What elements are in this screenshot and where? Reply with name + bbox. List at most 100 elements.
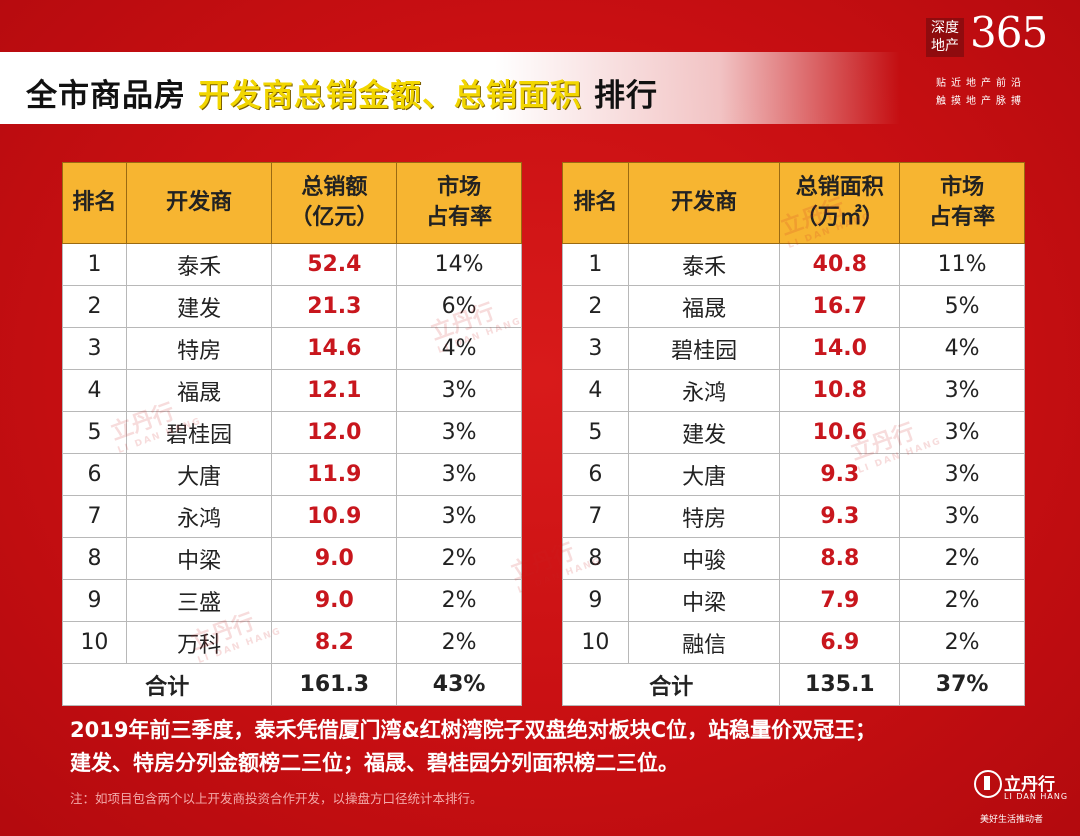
cell-value: 9.0 — [271, 579, 398, 622]
cell-rank: 6 — [62, 453, 127, 496]
brand-mark-icon — [974, 770, 1002, 798]
total-row: 合计 135.1 37% — [561, 663, 1025, 706]
column-header: 排名 — [62, 162, 127, 244]
table-row: 2 福晟 16.7 5% — [562, 285, 1025, 328]
cell-share: 3% — [396, 369, 522, 412]
cell-value: 8.8 — [779, 537, 901, 580]
cell-share: 6% — [396, 285, 522, 328]
summary-text: 2019年前三季度，泰禾凭借厦门湾&红树湾院子双盘绝对板块C位，站稳量价双冠王；… — [70, 714, 876, 780]
cell-rank: 10 — [562, 621, 629, 664]
cell-rank: 3 — [62, 327, 127, 370]
cell-dev: 三盛 — [125, 579, 273, 622]
logo-number: 365 — [970, 8, 1048, 57]
table-row: 6 大唐 9.3 3% — [562, 453, 1025, 496]
cell-rank: 10 — [62, 621, 127, 664]
cell-rank: 3 — [562, 327, 629, 370]
cell-value: 10.8 — [779, 369, 901, 412]
column-header: 开发商 — [125, 162, 273, 244]
logo-box-line2: 地产 — [931, 38, 959, 54]
column-header: 市场 占有率 — [899, 162, 1025, 244]
cell-value: 10.6 — [779, 411, 901, 454]
cell-value: 9.3 — [779, 453, 901, 496]
cell-share: 2% — [396, 537, 522, 580]
cell-value: 12.0 — [271, 411, 398, 454]
cell-dev: 碧桂园 — [627, 327, 781, 370]
cell-rank: 7 — [62, 495, 127, 538]
cell-rank: 5 — [62, 411, 127, 454]
table-row: 4 永鸿 10.8 3% — [562, 369, 1025, 412]
cell-dev: 永鸿 — [125, 495, 273, 538]
table-row: 7 特房 9.3 3% — [562, 495, 1025, 538]
cell-dev: 建发 — [125, 285, 273, 328]
cell-rank: 4 — [62, 369, 127, 412]
cell-share: 3% — [396, 411, 522, 454]
brand-name: 立丹行 — [1004, 775, 1055, 795]
logo-tagline2: 触摸地产脉搏 — [936, 96, 1026, 107]
cell-dev: 泰禾 — [627, 243, 781, 286]
cell-rank: 8 — [62, 537, 127, 580]
cell-rank: 7 — [562, 495, 629, 538]
cell-rank: 1 — [62, 243, 127, 286]
logo-365: 深度 地产 365 贴近地产前沿 触摸地产脉搏 — [926, 8, 1066, 114]
cell-value: 10.9 — [271, 495, 398, 538]
cell-dev: 福晟 — [627, 285, 781, 328]
summary-line2: 建发、特房分列金额榜二三位；福晟、碧桂园分列面积榜二三位。 — [70, 751, 679, 775]
cell-rank: 5 — [562, 411, 629, 454]
column-header: 开发商 — [627, 162, 781, 244]
title-part3: 排行 — [594, 78, 658, 114]
cell-value: 21.3 — [271, 285, 398, 328]
table-row: 9 三盛 9.0 2% — [62, 579, 522, 622]
cell-share: 3% — [899, 411, 1025, 454]
summary-line1: 2019年前三季度，泰禾凭借厦门湾&红树湾院子双盘绝对板块C位，站稳量价双冠王； — [70, 718, 877, 742]
cell-dev: 福晟 — [125, 369, 273, 412]
table-row: 7 永鸿 10.9 3% — [62, 495, 522, 538]
brand-english: LI DAN HANG — [1004, 792, 1069, 801]
cell-rank: 1 — [562, 243, 629, 286]
footnote: 注：如项目包含两个以上开发商投资合作开发，以操盘方口径统计本排行。 — [70, 791, 483, 806]
cell-dev: 建发 — [627, 411, 781, 454]
table-row: 4 福晟 12.1 3% — [62, 369, 522, 412]
cell-share: 3% — [899, 495, 1025, 538]
title-band — [0, 52, 900, 124]
cell-rank: 2 — [562, 285, 629, 328]
table-row: 5 建发 10.6 3% — [562, 411, 1025, 454]
cell-dev: 中梁 — [125, 537, 273, 580]
table-row: 8 中骏 8.8 2% — [562, 537, 1025, 580]
column-header: 市场 占有率 — [396, 162, 522, 244]
total-label: 合计 — [561, 663, 781, 706]
title-part2: 开发商总销金额、总销面积 — [198, 78, 582, 114]
cell-value: 8.2 — [271, 621, 398, 664]
cell-dev: 永鸿 — [627, 369, 781, 412]
total-share: 37% — [899, 663, 1025, 706]
cell-value: 11.9 — [271, 453, 398, 496]
brand-slogan: 美好生活推动者 — [980, 815, 1044, 825]
cell-share: 2% — [899, 579, 1025, 622]
sales-amount-table: 排名 开发商 总销额 （亿元） 市场 占有率 1 泰禾 52.4 14% 2 建发 21.3 6% 3 特… — [61, 162, 522, 706]
cell-dev: 大唐 — [125, 453, 273, 496]
cell-share: 3% — [899, 369, 1025, 412]
table-row: 6 大唐 11.9 3% — [62, 453, 522, 496]
cell-value: 9.0 — [271, 537, 398, 580]
total-value: 161.3 — [271, 663, 398, 706]
total-row: 合计 161.3 43% — [61, 663, 522, 706]
cell-share: 2% — [899, 537, 1025, 580]
cell-share: 3% — [899, 453, 1025, 496]
table-row: 3 特房 14.6 4% — [62, 327, 522, 370]
total-share: 43% — [396, 663, 522, 706]
cell-dev: 融信 — [627, 621, 781, 664]
table-row: 10 融信 6.9 2% — [562, 621, 1025, 664]
cell-share: 11% — [899, 243, 1025, 286]
cell-rank: 8 — [562, 537, 629, 580]
column-header: 总销额 （亿元） — [271, 162, 398, 244]
cell-share: 2% — [396, 621, 522, 664]
cell-dev: 中骏 — [627, 537, 781, 580]
cell-share: 2% — [899, 621, 1025, 664]
cell-value: 14.0 — [779, 327, 901, 370]
cell-dev: 万科 — [125, 621, 273, 664]
cell-share: 4% — [899, 327, 1025, 370]
cell-share: 2% — [396, 579, 522, 622]
cell-share: 4% — [396, 327, 522, 370]
cell-rank: 2 — [62, 285, 127, 328]
cell-value: 7.9 — [779, 579, 901, 622]
table-row: 2 建发 21.3 6% — [62, 285, 522, 328]
